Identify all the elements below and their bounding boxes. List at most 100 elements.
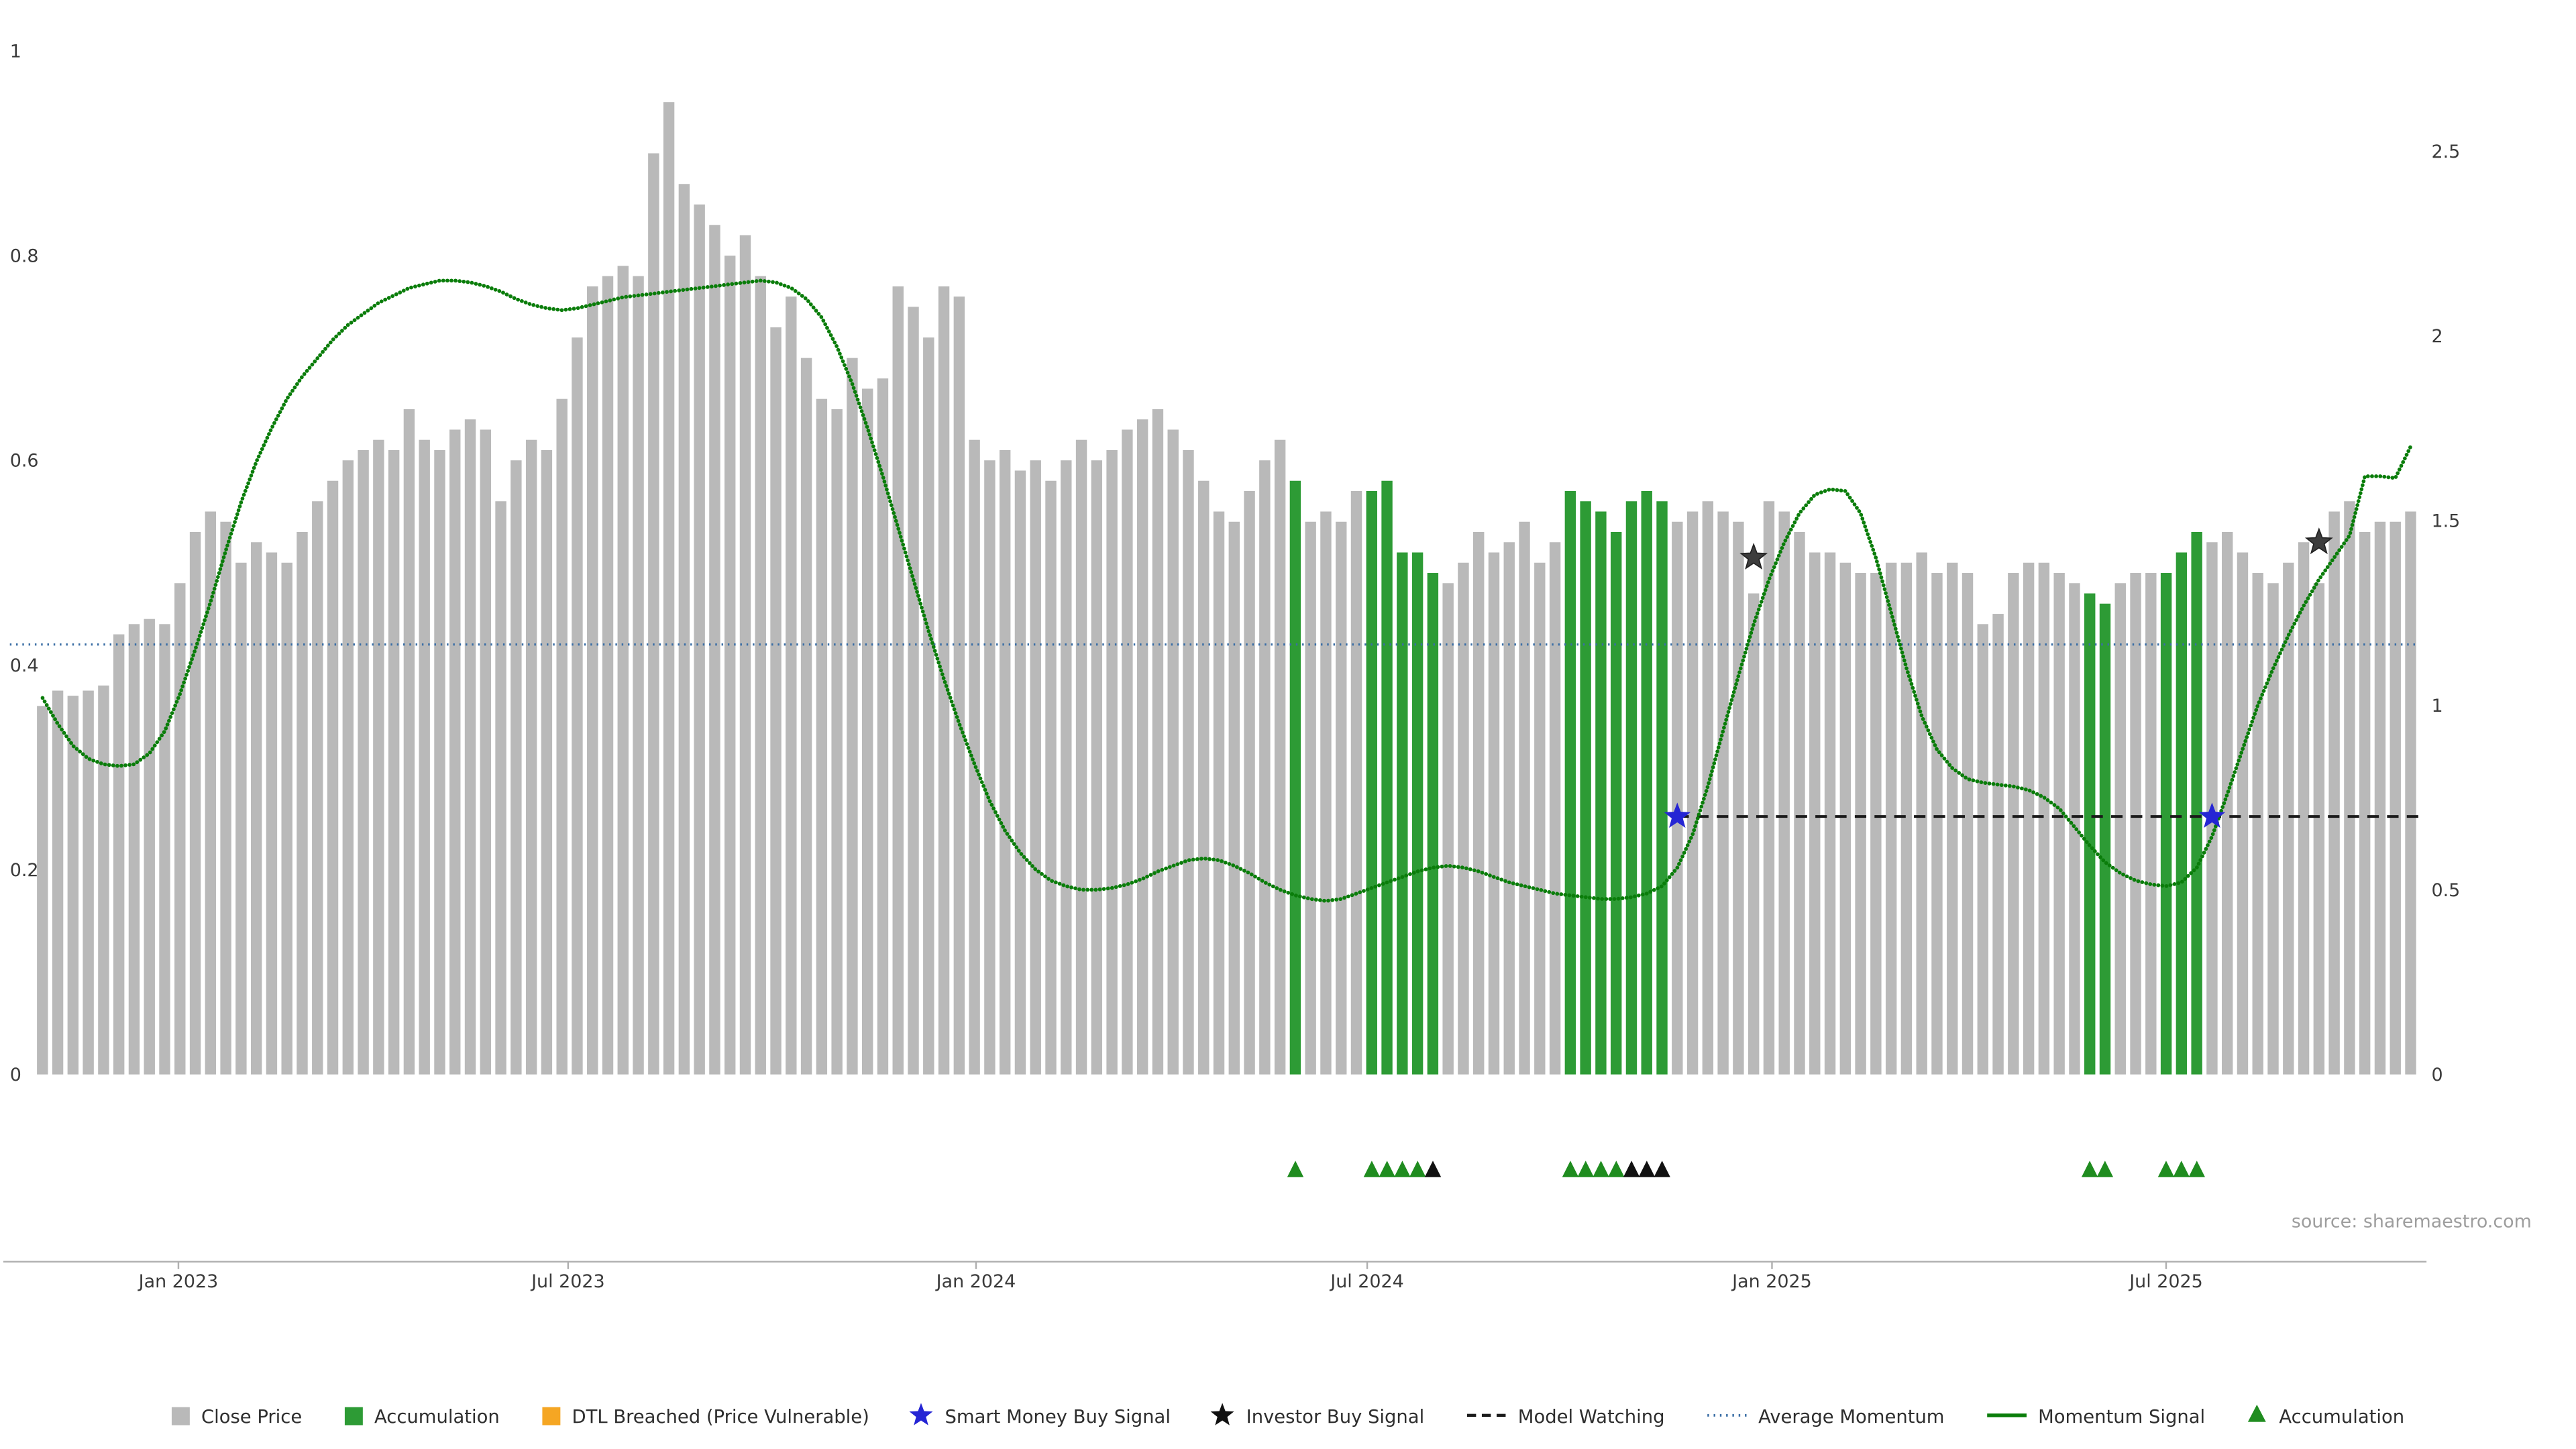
close-price-bar <box>1167 429 1179 1075</box>
close-price-bar <box>266 552 278 1075</box>
close-price-bar <box>1839 562 1851 1075</box>
close-price-bar <box>52 690 64 1075</box>
accumulation-triangle <box>2157 1161 2175 1177</box>
close-price-bar <box>800 358 812 1075</box>
close-price-bar <box>2405 511 2416 1075</box>
close-price-bar <box>1198 480 1210 1075</box>
close-price-bar <box>235 562 247 1075</box>
close-price-bar <box>449 429 461 1075</box>
close-price-bar <box>602 276 614 1075</box>
close-price-bar <box>938 286 950 1075</box>
close-price-bar <box>999 449 1011 1075</box>
close-price-bar <box>556 398 568 1075</box>
y-axis-label-left: 1 <box>10 41 21 62</box>
y-axis-label-left: 0.8 <box>10 246 39 266</box>
accumulation-bar <box>2160 573 2172 1075</box>
y-axis-label-right: 2 <box>2431 326 2443 347</box>
close-price-bar <box>786 297 797 1075</box>
close-price-bar <box>2222 532 2233 1075</box>
close-price-bar <box>1992 614 2004 1075</box>
legend-item-average-momentum: Average Momentum <box>1707 1407 1945 1428</box>
close-price-bar <box>1809 552 1821 1075</box>
y-axis-label-left: 0.4 <box>10 655 39 676</box>
close-price-bar <box>2298 542 2310 1075</box>
accumulation-triangle <box>1287 1161 1304 1177</box>
legend-item-momentum-signal: Momentum Signal <box>1987 1407 2205 1428</box>
close-price-bar <box>403 409 415 1075</box>
close-price-bar <box>1473 532 1485 1075</box>
legend-swatch-square <box>171 1407 190 1426</box>
close-price-bar <box>1855 573 1866 1075</box>
legend-label: DTL Breached (Price Vulnerable) <box>572 1407 869 1428</box>
signal-triangle <box>1654 1161 1670 1177</box>
close-price-bar <box>464 419 476 1075</box>
accumulation-bar <box>2176 552 2188 1075</box>
close-price-bar <box>908 307 919 1075</box>
legend-item-accumulation: Accumulation <box>2247 1404 2404 1428</box>
investor-buy-star <box>2304 527 2333 555</box>
close-price-bar <box>633 276 644 1075</box>
close-price-bar <box>831 409 843 1075</box>
legend-label: Average Momentum <box>1758 1407 1944 1428</box>
accumulation-bar <box>1656 501 1668 1075</box>
close-price-bar <box>128 624 140 1075</box>
close-price-bar <box>984 460 996 1075</box>
legend-item-accumulation: Accumulation <box>344 1407 500 1428</box>
close-price-bar <box>1320 511 1332 1075</box>
close-price-bar <box>67 696 79 1075</box>
close-price-bar <box>144 619 155 1075</box>
close-price-bar <box>1061 460 1072 1075</box>
accumulation-triangle <box>2188 1161 2206 1177</box>
close-price-bar <box>312 501 323 1075</box>
accumulation-bar <box>2099 603 2111 1075</box>
accumulation-triangle <box>1562 1161 1579 1177</box>
close-price-bar <box>2114 583 2126 1075</box>
close-price-bar <box>678 184 690 1075</box>
y-axis-label-right: 0 <box>2431 1065 2443 1085</box>
accumulation-bar <box>2191 532 2202 1075</box>
close-price-bar <box>663 102 675 1075</box>
close-price-bar <box>724 256 736 1075</box>
close-price-bar <box>969 439 980 1075</box>
close-price-bar <box>1274 439 1286 1075</box>
accumulation-bar <box>1381 480 1393 1075</box>
close-price-bar <box>1122 429 1133 1075</box>
close-price-bar <box>770 327 782 1075</box>
close-price-bar <box>2283 562 2294 1075</box>
close-price-bar <box>1030 460 1041 1075</box>
y-axis-label-left: 0 <box>10 1065 21 1085</box>
close-price-bar <box>923 337 934 1075</box>
close-price-bar <box>1733 521 1744 1075</box>
close-price-bar <box>1075 439 1087 1075</box>
close-price-bar <box>2038 562 2050 1075</box>
close-price-bar <box>1824 552 1836 1075</box>
close-price-bar <box>1519 521 1530 1075</box>
close-price-bar <box>1686 511 1699 1075</box>
accumulation-bar <box>2084 593 2096 1075</box>
y-axis-label-right: 2.5 <box>2431 142 2460 162</box>
close-price-bar <box>2252 573 2263 1075</box>
close-price-bar <box>174 583 186 1075</box>
x-axis-label: Jan 2025 <box>1731 1271 1812 1292</box>
legend: Close Price Accumulation DTL Breached (Pri… <box>171 1403 2404 1428</box>
accumulation-bar <box>1595 511 1607 1075</box>
axes-layer: Jan 2023 Jul 2023 Jan 2024 Jul 2024 Jan 2025… <box>3 41 2460 1292</box>
y-axis-label-left: 0.6 <box>10 451 39 472</box>
accumulation-bar <box>1580 501 1591 1075</box>
accumulation-bar <box>1411 552 1424 1075</box>
close-price-bar <box>2130 573 2141 1075</box>
x-axis-label: Jul 2025 <box>2128 1271 2203 1292</box>
close-price-bar <box>694 204 705 1075</box>
close-price-bar <box>2023 562 2035 1075</box>
accumulation-triangle <box>2096 1161 2114 1177</box>
accumulation-bar <box>1610 532 1622 1075</box>
legend-swatch-square <box>344 1407 363 1426</box>
legend-triangle-icon <box>2247 1404 2266 1422</box>
bars-layer <box>37 102 2416 1075</box>
close-price-bar <box>37 706 48 1075</box>
close-price-bar <box>1091 460 1103 1075</box>
close-price-bar <box>480 429 492 1075</box>
investor-buy-star <box>1739 543 1768 570</box>
markers-layer <box>1287 527 2333 1177</box>
close-price-bar <box>1748 593 1760 1075</box>
